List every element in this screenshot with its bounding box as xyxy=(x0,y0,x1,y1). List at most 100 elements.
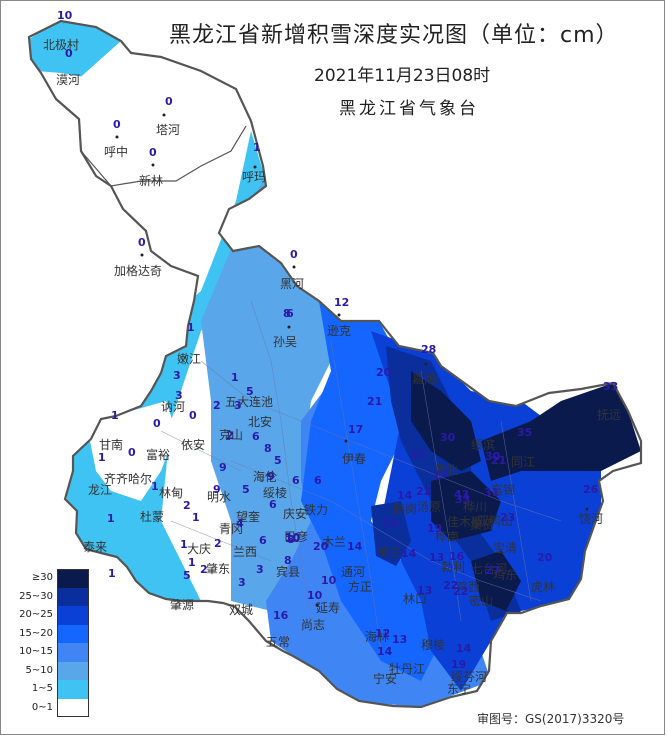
station-value: 20 xyxy=(313,540,329,553)
legend-swatch xyxy=(57,569,89,588)
station-value: 30 xyxy=(440,431,456,444)
station-value: 14 xyxy=(377,645,393,658)
legend-swatch xyxy=(57,661,89,680)
station-value: 22 xyxy=(416,485,431,498)
city-label: 明水 xyxy=(207,490,231,504)
station-value: 30 xyxy=(485,450,501,463)
station-value: 5 xyxy=(274,454,282,467)
city-label: 巴彦 xyxy=(284,529,308,544)
legend-item: 10~15 xyxy=(13,643,93,662)
legend-label: 10~15 xyxy=(19,646,53,657)
station-value: 31 xyxy=(484,486,499,499)
city-label: 孙吴 xyxy=(273,335,297,349)
city-label: 绥棱 xyxy=(263,485,287,500)
city-label: 延寿 xyxy=(316,601,340,615)
city-label: 牡丹江 xyxy=(389,661,425,676)
city-label: 鸡西 xyxy=(456,579,480,594)
zone-25-30-b xyxy=(371,501,411,566)
city-label: 大庆 xyxy=(187,542,211,556)
daxinganling-boundary xyxy=(80,125,247,187)
zone-1-5 xyxy=(61,131,266,621)
station-value: 2 xyxy=(200,563,208,576)
station-value: 2 xyxy=(214,537,222,550)
station-value: 33 xyxy=(455,493,470,506)
station-value: 13 xyxy=(429,551,444,564)
legend-swatch xyxy=(57,587,89,606)
city-label: 海伦 xyxy=(253,469,277,484)
city-label: 新林 xyxy=(139,173,163,188)
station-value: 19 xyxy=(427,522,442,535)
legend-label: 15~20 xyxy=(19,627,53,639)
city-label: 依安 xyxy=(181,437,205,452)
zone-0-1-west xyxy=(86,401,176,501)
station-value: 12 xyxy=(334,296,349,309)
city-label: 七台河 xyxy=(471,561,507,576)
legend-item: 15~20 xyxy=(13,624,93,643)
station-value: 14 xyxy=(397,489,413,502)
city-label: 富裕 xyxy=(146,447,170,462)
station-value: 0 xyxy=(290,248,298,261)
zone-30-a xyxy=(411,371,481,471)
station-value: 0 xyxy=(165,95,173,108)
legend-item: 1~5 xyxy=(13,680,93,699)
station-value: 8 xyxy=(283,307,291,320)
station-value: 3 xyxy=(175,389,183,402)
station-value: 1 xyxy=(192,511,200,524)
city-label: 汤原 xyxy=(417,500,441,514)
station-value: 0 xyxy=(189,409,197,422)
station-value: 1 xyxy=(231,371,239,384)
zone-0-1-north xyxy=(56,41,241,271)
city-label: 克山 xyxy=(219,428,243,442)
city-label: 抚远 xyxy=(597,408,621,422)
city-label: 勃利 xyxy=(441,560,465,574)
station-value: 3 xyxy=(234,399,242,412)
map-title: 黑龙江省新增积雪深度实况图（单位：cm） xyxy=(169,23,619,48)
legend-item: 20~25 xyxy=(13,606,93,625)
city-label: 讷河 xyxy=(161,400,185,414)
station-value: 2 xyxy=(183,499,191,512)
station-value: 9 xyxy=(219,461,227,474)
legend-label: 0~1 xyxy=(31,701,53,713)
station-value: 0 xyxy=(128,446,136,459)
station-value: 13 xyxy=(417,584,432,597)
city-label: 嘉荫 xyxy=(412,372,436,386)
city-label: 五常 xyxy=(266,635,290,649)
legend-swatch xyxy=(57,680,89,699)
city-label: 东宁 xyxy=(447,681,471,696)
legend-swatch xyxy=(57,643,89,662)
station-value: 35 xyxy=(517,426,532,439)
city-label: 嫩江 xyxy=(177,352,201,366)
station-value: 8 xyxy=(287,533,295,546)
station-value: 6 xyxy=(286,307,294,320)
station-value: 22 xyxy=(453,585,468,598)
station-value: 10 xyxy=(57,9,73,22)
legend-swatch xyxy=(57,606,89,625)
station-value: 1 xyxy=(98,451,106,464)
city-label: 密山 xyxy=(469,593,493,608)
station-value: 5 xyxy=(242,483,250,496)
legend-swatch xyxy=(57,698,89,717)
station-value: 2 xyxy=(226,429,234,442)
city-label: 肇源 xyxy=(170,597,194,612)
city-label: 呼中 xyxy=(104,144,128,159)
city-label: 铁力 xyxy=(304,503,328,517)
station-value: 3 xyxy=(238,576,246,589)
station-value: 0 xyxy=(65,47,73,60)
station-value: 3 xyxy=(173,369,181,382)
station-value: 6 xyxy=(314,474,322,487)
station-value: 6 xyxy=(292,474,300,487)
city-label: 双城 xyxy=(229,603,253,617)
station-value: 21 xyxy=(491,454,506,467)
station-value: 2 xyxy=(213,399,221,412)
city-label: 庆安 xyxy=(283,506,307,521)
city-label: 饶河 xyxy=(579,512,603,526)
city-label: 宝清 xyxy=(493,541,517,555)
station-values: 10 0 0 0 0 0 1 0 8 12 6 28 20 21 33 35 1… xyxy=(57,9,618,671)
station-value: 17 xyxy=(348,423,363,436)
city-label: 北安 xyxy=(248,414,272,429)
city-label: 呼玛 xyxy=(242,170,266,184)
station-value: 26 xyxy=(583,483,599,496)
station-value: 28 xyxy=(383,517,398,530)
station-value: 22 xyxy=(410,448,425,461)
